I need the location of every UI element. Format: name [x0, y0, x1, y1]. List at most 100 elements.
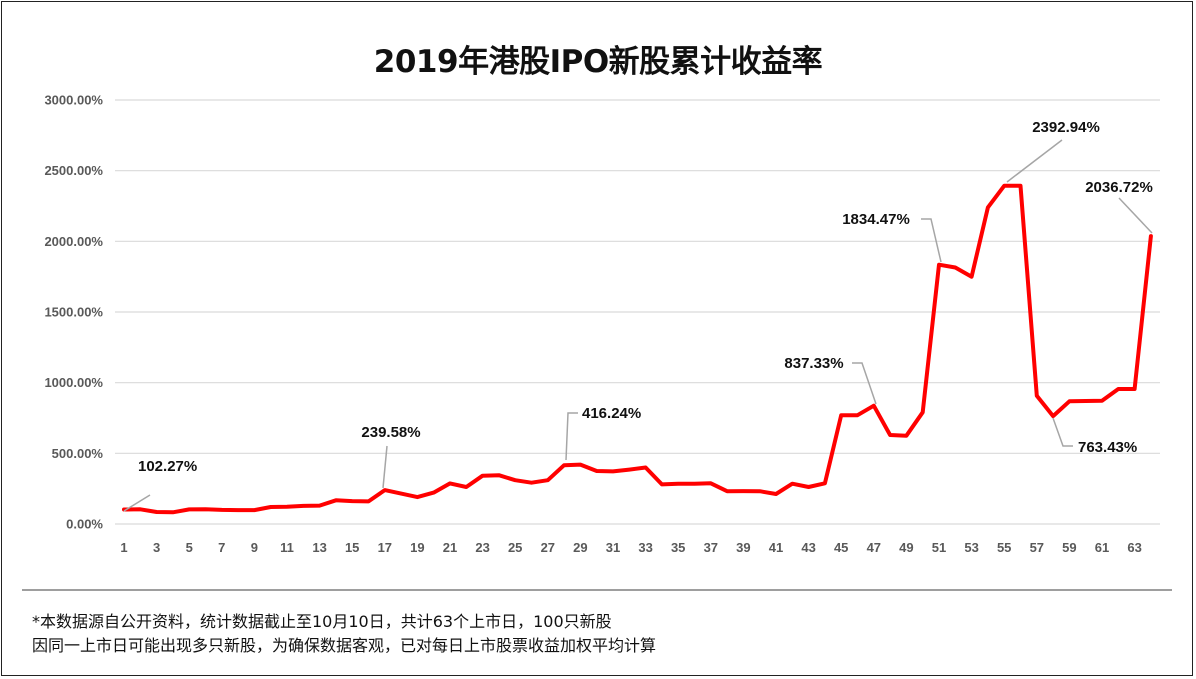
data-label-leader	[1006, 139, 1063, 183]
x-tick-label: 17	[378, 540, 392, 555]
x-tick-label: 41	[769, 540, 783, 555]
x-tick-label: 55	[997, 540, 1011, 555]
data-point	[904, 434, 909, 438]
data-point	[301, 504, 305, 508]
data-point	[725, 489, 729, 493]
data-point	[1149, 234, 1153, 238]
data-point	[236, 508, 240, 512]
data-label: 1834.47%	[842, 211, 910, 228]
y-tick-label: 500.00%	[52, 446, 104, 461]
data-point	[741, 489, 746, 493]
data-point	[758, 489, 762, 493]
data-point	[921, 410, 925, 414]
footnotes: *本数据源自公开资料，统计数据截止至10月10日，共计63个上市日，100只新股…	[32, 610, 656, 658]
data-point	[676, 482, 680, 486]
data-point	[986, 205, 990, 210]
x-tick-label: 53	[964, 540, 978, 555]
data-point	[823, 481, 827, 485]
data-point	[1035, 394, 1039, 398]
data-point	[366, 499, 371, 503]
data-label: 239.58%	[361, 424, 420, 441]
data-point	[807, 485, 811, 489]
data-point	[1067, 399, 1071, 403]
data-point	[481, 474, 485, 478]
data-point	[203, 507, 208, 511]
x-tick-label: 25	[508, 540, 522, 555]
data-point	[692, 482, 697, 486]
x-tick-label: 5	[186, 540, 193, 555]
data-point	[252, 508, 256, 512]
series-line	[122, 183, 1153, 515]
x-tick-label: 59	[1062, 540, 1076, 555]
data-point	[138, 507, 142, 511]
data-label-leader	[852, 362, 877, 405]
data-label-leader	[382, 445, 388, 489]
data-point	[1100, 399, 1104, 403]
data-label: 2392.94%	[1032, 119, 1100, 136]
y-tick-label: 3000.00%	[44, 93, 103, 108]
data-point	[774, 492, 778, 496]
x-tick-label: 9	[251, 540, 258, 555]
y-tick-label: 0.00%	[66, 517, 103, 532]
x-tick-label: 49	[899, 540, 913, 555]
data-label-leader	[1118, 197, 1153, 234]
data-point	[529, 481, 534, 485]
data-point	[1116, 387, 1120, 391]
data-label: 837.33%	[784, 355, 843, 372]
x-tick-label: 39	[736, 540, 750, 555]
x-tick-label: 13	[312, 540, 326, 555]
x-tick-label: 3	[153, 540, 160, 555]
data-point	[937, 263, 941, 267]
data-point	[855, 413, 860, 417]
x-tick-label: 11	[280, 540, 294, 555]
x-tick-label: 37	[704, 540, 718, 555]
data-point	[709, 481, 713, 485]
x-tick-label: 57	[1030, 540, 1044, 555]
data-point	[562, 463, 566, 467]
data-point	[269, 505, 273, 509]
x-tick-label: 15	[345, 540, 359, 555]
x-tick-label: 35	[671, 540, 685, 555]
x-tick-label: 31	[606, 540, 620, 555]
footnote-line-1: *本数据源自公开资料，统计数据截止至10月10日，共计63个上市日，100只新股	[32, 612, 612, 631]
data-point	[171, 510, 175, 514]
data-point	[399, 492, 403, 496]
data-label: 2036.72%	[1085, 179, 1153, 196]
data-point	[888, 433, 892, 437]
x-tick-label: 47	[867, 540, 881, 555]
data-point	[660, 482, 664, 487]
data-label-leader	[1052, 417, 1073, 447]
x-tick-label: 45	[834, 540, 848, 555]
x-tick-label: 29	[573, 540, 587, 555]
data-point	[513, 478, 517, 482]
x-tick-label: 23	[475, 540, 489, 555]
data-point	[1051, 414, 1055, 418]
x-tick-label: 7	[218, 540, 225, 555]
x-tick-label: 33	[638, 540, 652, 555]
y-tick-label: 1000.00%	[44, 375, 103, 390]
data-point	[350, 499, 354, 503]
data-label: 416.24%	[582, 405, 641, 422]
data-label-leader	[123, 494, 151, 512]
x-tick-label: 51	[932, 540, 946, 555]
data-point	[644, 465, 648, 470]
x-tick-label: 63	[1127, 540, 1141, 555]
data-point	[285, 505, 289, 509]
data-point	[1002, 184, 1006, 188]
data-point	[220, 508, 224, 512]
data-point	[790, 482, 794, 486]
data-label: 763.43%	[1078, 439, 1137, 456]
data-point	[334, 498, 338, 502]
y-tick-label: 2500.00%	[44, 163, 103, 178]
data-point	[497, 473, 501, 477]
x-tick-label: 61	[1095, 540, 1109, 555]
y-tick-label: 2000.00%	[44, 234, 103, 249]
x-tick-label: 21	[443, 540, 457, 555]
x-tick-label: 27	[541, 540, 555, 555]
data-point	[970, 275, 974, 279]
data-point	[448, 481, 452, 486]
data-point	[595, 469, 599, 473]
data-point	[953, 265, 957, 270]
